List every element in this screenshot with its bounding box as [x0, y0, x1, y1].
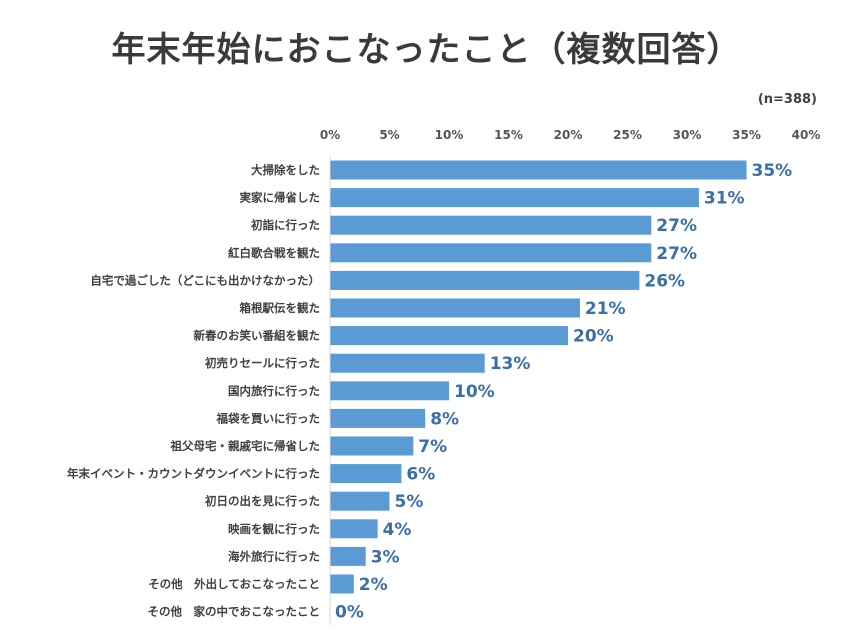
bar — [330, 243, 652, 263]
value-label: 35% — [752, 161, 793, 181]
value-label: 4% — [383, 520, 412, 540]
bars — [330, 160, 747, 594]
category-label: 祖父母宅・親戚宅に帰省した — [170, 439, 321, 453]
x-tick-label: 0% — [320, 128, 340, 142]
category-label: 初売りセールに行った — [205, 356, 320, 370]
category-label: 初日の出を見に行った — [205, 494, 320, 508]
bar — [330, 381, 449, 401]
x-tick-label: 40% — [792, 128, 821, 142]
x-tick-label: 20% — [554, 128, 583, 142]
category-label: 新春のお笑い番組を観た — [194, 329, 321, 343]
value-label: 2% — [359, 575, 388, 595]
chart-title: 年末年始におこなったこと（複数回答） — [111, 30, 742, 70]
bar — [330, 160, 747, 180]
value-label: 10% — [454, 382, 495, 402]
bar — [330, 408, 426, 428]
value-label: 13% — [490, 354, 531, 374]
bar — [330, 326, 568, 346]
value-label: 21% — [585, 299, 626, 319]
value-label: 8% — [430, 409, 459, 429]
bar — [330, 436, 414, 456]
value-labels: 35% 31% 27% 27% 26% 21% 20% 13% 10% 8% 7% 6% 5% 4% 3% 2… — [335, 161, 792, 623]
category-label: 自宅で過ごした（どこにも出かけなかった） — [90, 273, 320, 287]
value-label: 3% — [371, 547, 400, 567]
x-tick-label: 25% — [613, 128, 642, 142]
x-tick-label: 15% — [494, 128, 523, 142]
value-label: 27% — [656, 244, 697, 264]
category-label: 初詣に行った — [251, 218, 320, 232]
value-label: 6% — [406, 465, 435, 485]
x-tick-label: 5% — [379, 128, 399, 142]
category-label: 福袋を買いに行った — [216, 411, 321, 425]
value-label: 31% — [704, 189, 745, 209]
category-label: 年末イベント・カウントダウンイベントに行った — [67, 467, 320, 481]
x-tick-label: 30% — [673, 128, 702, 142]
sample-size-note: (n=388) — [757, 92, 817, 107]
bar — [330, 574, 354, 594]
bar — [330, 270, 640, 290]
category-label: 実家に帰省した — [240, 191, 321, 205]
category-label: 紅白歌合戦を観た — [228, 246, 320, 260]
bar — [330, 464, 402, 484]
bar — [330, 298, 580, 318]
value-label: 7% — [418, 437, 447, 457]
value-label: 27% — [656, 216, 697, 236]
bar — [330, 215, 652, 235]
x-axis-ticks: 0% 5% 10% 15% 20% 25% 30% 35% 40% — [320, 128, 821, 142]
bar — [330, 546, 366, 566]
category-label: 箱根駅伝を観た — [240, 301, 321, 315]
category-label: 大掃除をした — [251, 163, 320, 177]
category-label: 海外旅行に行った — [228, 549, 320, 563]
value-label: 0% — [335, 603, 364, 623]
x-tick-label: 10% — [435, 128, 464, 142]
category-label: その他 外出しておこなったこと — [148, 577, 320, 591]
category-label: その他 家の中でおこなったこと — [148, 605, 321, 619]
value-label: 20% — [573, 327, 614, 347]
bar — [330, 519, 378, 539]
bar — [330, 353, 485, 373]
bar — [330, 188, 699, 208]
bar — [330, 491, 390, 511]
category-labels: 大掃除をした実家に帰省した初詣に行った紅白歌合戦を観た自宅で過ごした（どこにも出… — [67, 163, 320, 619]
category-label: 映画を観に行った — [228, 522, 320, 536]
x-tick-label: 35% — [732, 128, 761, 142]
value-label: 5% — [395, 492, 424, 512]
category-label: 国内旅行に行った — [228, 384, 320, 398]
value-label: 26% — [644, 271, 685, 291]
